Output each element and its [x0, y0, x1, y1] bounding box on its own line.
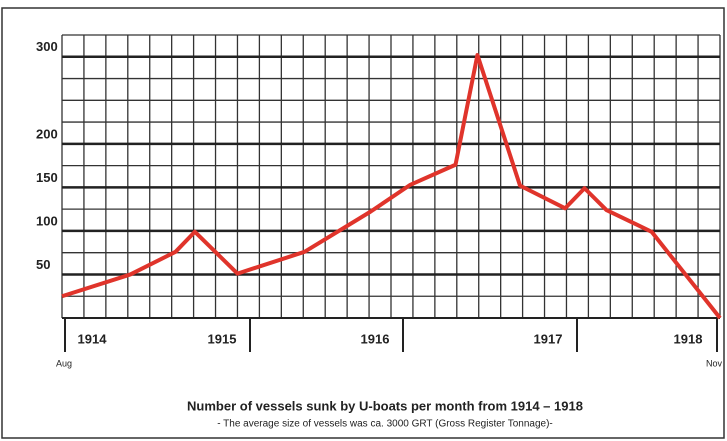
- chart-subtitle: - The average size of vessels was ca. 30…: [217, 419, 553, 430]
- y-tick-label: 100: [36, 213, 58, 228]
- data-line: [61, 53, 722, 320]
- y-tick-label: 300: [36, 39, 58, 54]
- end-label: Nov: [706, 358, 723, 368]
- y-tick-label: 50: [36, 257, 50, 272]
- year-label: 1918: [674, 331, 703, 346]
- year-label: 1914: [78, 331, 108, 346]
- frame: [1, 7, 725, 439]
- y-tick-label: 150: [36, 170, 58, 185]
- year-label: 1916: [361, 331, 390, 346]
- year-label: 1917: [534, 331, 563, 346]
- chart-title: Number of vessels sunk by U-boats per mo…: [187, 398, 583, 413]
- y-tick-label: 200: [36, 126, 58, 141]
- start-label: Aug: [56, 358, 72, 368]
- year-label: 1915: [208, 331, 237, 346]
